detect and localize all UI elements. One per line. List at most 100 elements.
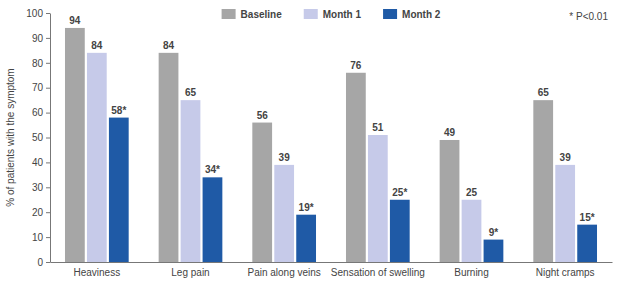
y-tick: 80 (32, 58, 50, 69)
x-tick: Burning (454, 267, 488, 278)
legend-label: Month 1 (323, 9, 362, 20)
x-tick: Pain along veins (247, 267, 320, 278)
legend-item: Month 1 (304, 9, 362, 20)
y-tick: 40 (32, 157, 50, 168)
y-tick-label: 40 (32, 157, 44, 168)
data-label: 94 (69, 15, 81, 26)
data-label: 19* (299, 202, 314, 213)
x-tick-label: Sensation of swelling (331, 267, 425, 278)
y-tick-mark (46, 162, 50, 163)
data-label: 25 (466, 187, 478, 198)
y-tick: 70 (32, 82, 50, 93)
legend-label: Baseline (241, 9, 283, 20)
y-tick-mark (46, 63, 50, 64)
data-label: 25* (392, 187, 407, 198)
y-tick-label: 50 (32, 132, 44, 143)
y-tick-label: 30 (32, 182, 44, 193)
legend-label: Month 2 (402, 9, 441, 20)
y-tick-label: 100 (26, 8, 43, 19)
data-labels: 94 84 56 76 49 65 84 65 39 51 25 39 58* 34* 19* 25* 9* 15… (69, 15, 594, 238)
y-tick-mark (46, 212, 50, 213)
bar (368, 135, 388, 262)
bar (390, 200, 410, 262)
legend-item: Baseline (222, 9, 283, 20)
bar (462, 200, 482, 262)
y-axis-title: % of patients with the symptom (5, 68, 16, 206)
x-tick-label: Burning (454, 267, 488, 278)
y-tick-mark (46, 38, 50, 39)
x-tick: Leg pain (171, 267, 209, 278)
y-tick-label: 80 (32, 58, 44, 69)
x-axis: Heaviness Leg pain Pain along veins Sensati… (51, 263, 613, 279)
y-tick-label: 10 (32, 232, 44, 243)
y-tick-mark (46, 138, 50, 139)
data-label: 84 (163, 40, 175, 51)
x-tick: Heaviness (73, 267, 120, 278)
legend-swatch (222, 9, 236, 19)
y-tick-label: 0 (37, 257, 43, 268)
data-label: 51 (372, 122, 384, 133)
bars (65, 28, 597, 262)
y-tick-label: 20 (32, 207, 44, 218)
data-label: 65 (538, 87, 550, 98)
annotation: * P<0.01 (569, 11, 608, 22)
bar (555, 165, 575, 262)
y-tick: 30 (32, 182, 50, 193)
data-label: 56 (257, 110, 269, 121)
data-label: 39 (560, 152, 572, 163)
y-tick-label: 70 (32, 82, 44, 93)
y-tick-label: 90 (32, 33, 44, 44)
y-tick: 10 (32, 232, 50, 243)
data-label: 65 (185, 87, 197, 98)
bar (159, 53, 179, 262)
legend-item: Month 2 (383, 9, 441, 20)
x-tick-label: Pain along veins (247, 267, 320, 278)
y-tick-mark (46, 262, 50, 263)
data-label: 76 (350, 60, 362, 71)
bar (577, 225, 597, 262)
bar (87, 53, 107, 262)
plot: 94 84 56 76 49 65 84 65 39 51 25 39 58* 34* 19* 25* 9* 15… (26, 8, 612, 278)
bar (181, 100, 201, 262)
bar (346, 73, 366, 262)
bar (440, 140, 460, 262)
data-label: 15* (580, 212, 595, 223)
bar (65, 28, 85, 262)
data-label: 49 (444, 127, 456, 138)
y-tick-mark (46, 187, 50, 188)
x-tick-label: Leg pain (171, 267, 209, 278)
bar (203, 177, 223, 262)
y-tick: 50 (32, 132, 50, 143)
bar (252, 123, 272, 262)
data-label: 58* (111, 105, 126, 116)
y-tick: 60 (32, 107, 50, 118)
bar (274, 165, 294, 262)
data-label: 34* (205, 164, 220, 175)
legend: Baseline Month 1 Month 2 (222, 9, 441, 20)
y-axis: 0 10 20 30 40 50 60 70 80 90 100 (26, 8, 50, 268)
y-axis-line (50, 14, 51, 263)
data-label: 9* (489, 227, 499, 238)
y-tick: 100 (26, 8, 50, 19)
bar (484, 240, 504, 262)
data-label: 84 (91, 40, 103, 51)
y-tick-label: 60 (32, 107, 44, 118)
y-tick-mark (46, 88, 50, 89)
legend-swatch (383, 9, 397, 19)
y-tick-mark (46, 13, 50, 14)
x-tick-label: Heaviness (73, 267, 120, 278)
y-tick-mark (46, 237, 50, 238)
y-tick-mark (46, 113, 50, 114)
x-tick: Sensation of swelling (331, 267, 425, 278)
y-tick: 20 (32, 207, 50, 218)
x-tick: Night cramps (536, 267, 595, 278)
legend-swatch (304, 9, 318, 19)
y-tick: 0 (37, 257, 50, 268)
bar (109, 118, 129, 262)
y-tick: 90 (32, 33, 50, 44)
bar (533, 100, 553, 262)
x-axis-line (51, 262, 613, 263)
data-label: 39 (279, 152, 291, 163)
bar (296, 215, 316, 262)
x-tick-label: Night cramps (536, 267, 595, 278)
